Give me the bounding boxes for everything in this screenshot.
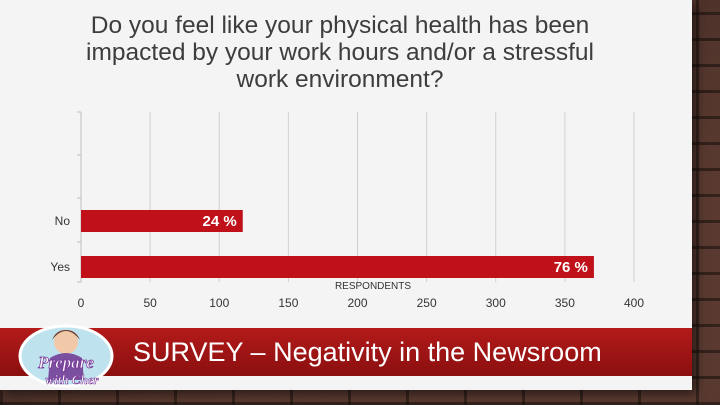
- x-tick-label: 350: [555, 296, 575, 310]
- bar-chart: 0 50 100 150 200 250 300 350 400 No 24 % Yes 76 % RE…: [50, 111, 644, 310]
- svg-text:Prepare: Prepare: [37, 353, 94, 372]
- data-label: 76 %: [554, 259, 588, 276]
- footer-title: SURVEY – Negativity in the Newsroom: [133, 337, 602, 367]
- y-tick-label: No: [55, 214, 71, 228]
- chart-gridlines: [77, 111, 635, 283]
- y-tick-label: Yes: [50, 260, 70, 274]
- prepare-with-cher-logo: Prepare with Cher: [18, 324, 114, 388]
- x-tick-label: 150: [278, 296, 298, 310]
- slide-card: Do you feel like your physical health ha…: [0, 0, 692, 390]
- bar-yes: [81, 256, 594, 278]
- chart-bars: [81, 210, 594, 278]
- bar-no: [81, 210, 243, 232]
- footer-banner: SURVEY – Negativity in the Newsroom: [0, 328, 692, 376]
- x-tick-label: 50: [143, 296, 157, 310]
- x-tick-label: 100: [209, 296, 229, 310]
- chart-labels: 0 50 100 150 200 250 300 350 400 No 24 % Yes 76 %: [50, 213, 644, 310]
- x-axis-title: RESPONDENTS: [335, 281, 411, 292]
- x-tick-label: 0: [78, 296, 85, 310]
- x-tick-label: 400: [624, 296, 644, 310]
- svg-text:with Cher: with Cher: [45, 372, 99, 387]
- x-tick-label: 300: [486, 296, 506, 310]
- data-label: 24 %: [203, 213, 237, 230]
- x-tick-label: 250: [417, 296, 437, 310]
- chart-title: Do you feel like your physical health ha…: [86, 12, 594, 93]
- x-tick-label: 200: [347, 296, 367, 310]
